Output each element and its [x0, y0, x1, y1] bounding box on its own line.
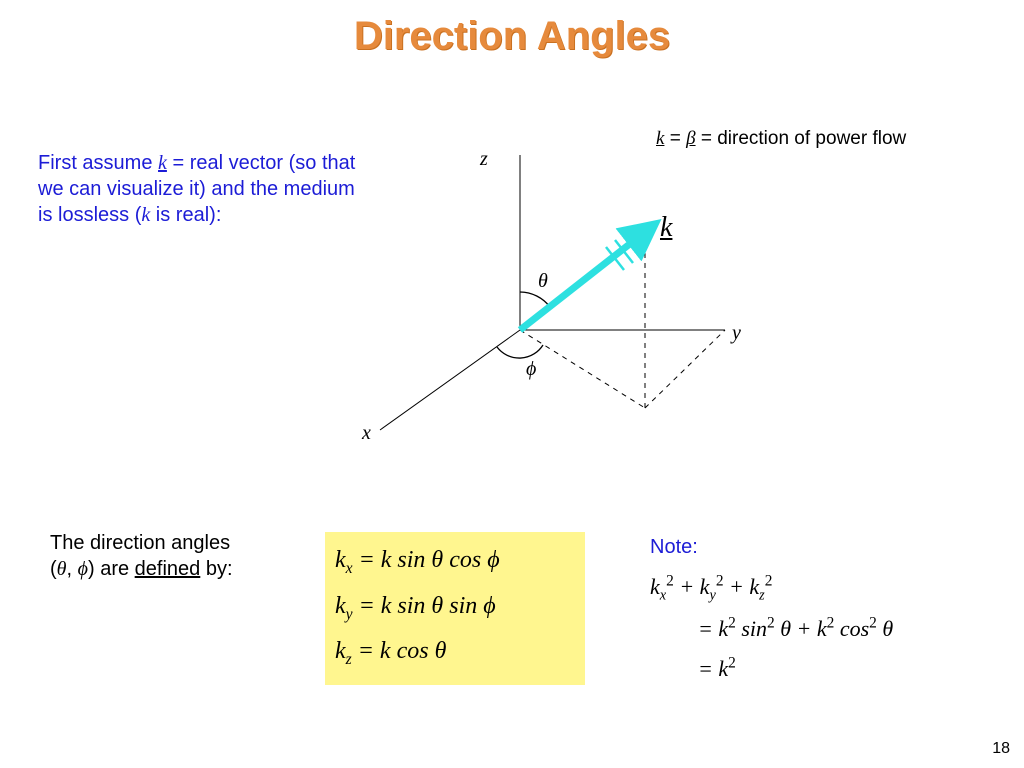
assume-end: is real):: [150, 204, 221, 226]
eq-ky: ky = k sin θ sin ϕ: [335, 584, 575, 630]
equations-highlight: kx = k sin θ cos ϕ ky = k sin θ sin ϕ kz…: [325, 532, 585, 685]
x-label: x: [362, 422, 371, 445]
note-l1: kx2 + ky2 + kz2: [650, 567, 893, 609]
assumption-paragraph: First assume k = real vector (so that we…: [38, 150, 358, 228]
y-label: y: [732, 322, 741, 345]
def-phi: ϕ: [78, 558, 88, 580]
diagram-svg: [340, 150, 760, 450]
pf-eq1: =: [664, 128, 686, 149]
pf-tail: = direction of power flow: [696, 128, 907, 149]
phi-arc: [497, 345, 543, 358]
note-block: Note: kx2 + ky2 + kz2 = k2 sin2 θ + k2 c…: [650, 536, 893, 688]
eq-kx: kx = k sin θ cos ϕ: [335, 538, 575, 584]
phi-label: ϕ: [526, 358, 536, 381]
k-label: k: [660, 212, 672, 244]
assume-k-underline: k: [158, 152, 167, 174]
def-theta: θ: [57, 558, 67, 580]
theta-label: θ: [538, 270, 548, 293]
eq-kz: kz = k cos θ: [335, 629, 575, 675]
def-defined: defined: [135, 558, 201, 580]
x-axis: [380, 330, 520, 430]
definition-text: The direction angles (θ, ϕ) are defined …: [50, 530, 310, 582]
def-paren-open: (: [50, 558, 57, 580]
def-line1: The direction angles: [50, 532, 230, 554]
assume-pre: First assume: [38, 152, 158, 174]
def-end: by:: [200, 558, 232, 580]
note-l3: = k2: [698, 649, 893, 689]
z-label: z: [480, 148, 488, 171]
note-label: Note:: [650, 536, 893, 559]
power-flow-caption: k = β = direction of power flow: [656, 128, 906, 150]
assume-k-italic: k: [141, 204, 150, 226]
slide-number: 18: [992, 740, 1010, 758]
theta-arc: [520, 292, 550, 307]
xy-projection: [520, 330, 645, 408]
axes-diagram: z y x k θ ϕ: [340, 150, 760, 450]
page-title: Direction Angles: [0, 14, 1024, 59]
def-post: ) are: [88, 558, 135, 580]
note-l2: = k2 sin2 θ + k2 cos2 θ: [698, 609, 893, 649]
pf-beta: β: [686, 128, 695, 149]
def-comma: ,: [67, 558, 78, 580]
proj-to-y: [645, 330, 725, 408]
